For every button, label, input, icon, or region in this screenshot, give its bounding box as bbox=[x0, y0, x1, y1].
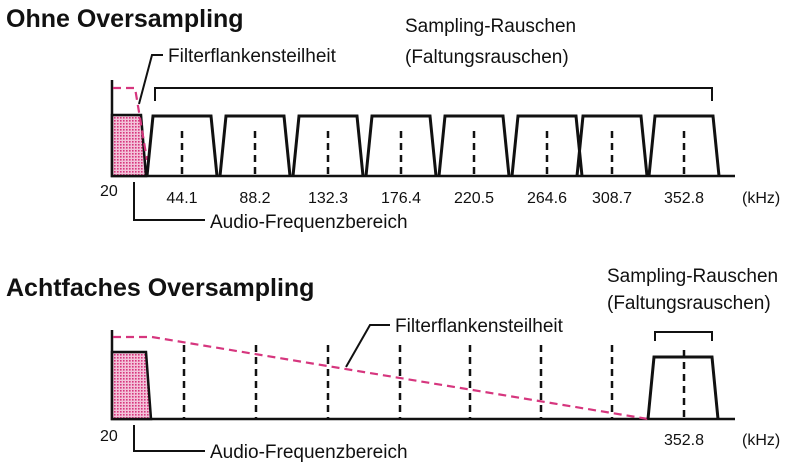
bottom-noise-label-line2: (Faltungsrauschen) bbox=[607, 293, 771, 314]
bottom-noise-bracket bbox=[654, 331, 713, 341]
top-tick-label: 176.4 bbox=[381, 190, 421, 207]
bottom-filter-curve bbox=[113, 335, 649, 421]
top-panel: Ohne Oversampling Filterflankensteilheit… bbox=[6, 5, 780, 233]
bottom-title: Achtfaches Oversampling bbox=[6, 274, 314, 302]
bottom-unit: (kHz) bbox=[742, 432, 780, 449]
top-tick-audio-edge: 20 bbox=[100, 183, 118, 200]
top-noise-band bbox=[364, 114, 438, 177]
top-audio-band bbox=[110, 113, 148, 178]
top-noise-label-line1: Sampling-Rauschen bbox=[405, 16, 576, 37]
top-filter-curve bbox=[113, 86, 149, 161]
bottom-tick-label: 352.8 bbox=[664, 432, 704, 449]
top-noise-bands bbox=[145, 114, 721, 177]
top-tick-label: 44.1 bbox=[166, 190, 197, 207]
top-noise-band bbox=[218, 114, 292, 177]
bottom-audio-leader bbox=[133, 425, 205, 452]
top-noise-label-line2: (Faltungsrauschen) bbox=[405, 47, 569, 68]
bottom-tick-audio-edge: 20 bbox=[100, 428, 118, 445]
bottom-noise-label-line1: Sampling-Rauschen bbox=[607, 266, 778, 287]
top-noise-bracket bbox=[154, 87, 713, 101]
top-filter-label: Filterflankensteilheit bbox=[168, 46, 337, 67]
bottom-filter-leader bbox=[345, 324, 390, 368]
bottom-panel: Achtfaches Oversampling Filterflankenste… bbox=[6, 266, 780, 463]
top-noise-band bbox=[145, 114, 219, 177]
top-filter-leader bbox=[138, 54, 163, 105]
bottom-tick-labels: 352.8 bbox=[664, 432, 704, 449]
bottom-audio-band bbox=[110, 350, 153, 421]
top-tick-label: 220.5 bbox=[454, 190, 494, 207]
bottom-audio-label: Audio-Frequenzbereich bbox=[210, 442, 408, 463]
top-audio-leader bbox=[133, 182, 205, 221]
top-noise-band bbox=[291, 114, 365, 177]
top-tick-label: 132.3 bbox=[308, 190, 348, 207]
top-tick-label: 308.7 bbox=[592, 190, 632, 207]
top-noise-band bbox=[437, 114, 511, 177]
top-unit: (kHz) bbox=[742, 190, 780, 207]
bottom-intermediate-markers bbox=[182, 345, 614, 419]
top-tick-labels: 44.1 88.2 132.3 176.4 220.5 264.6 308.7 352.8 bbox=[166, 190, 704, 207]
bottom-axis bbox=[110, 330, 735, 421]
top-tick-label: 264.6 bbox=[527, 190, 567, 207]
top-noise-band bbox=[575, 114, 649, 177]
top-audio-label: Audio-Frequenzbereich bbox=[210, 212, 408, 233]
top-noise-band bbox=[647, 114, 721, 177]
top-tick-label: 352.8 bbox=[664, 190, 704, 207]
top-tick-label: 88.2 bbox=[239, 190, 270, 207]
top-title: Ohne Oversampling bbox=[6, 5, 244, 33]
bottom-filter-label: Filterflankensteilheit bbox=[395, 316, 564, 337]
